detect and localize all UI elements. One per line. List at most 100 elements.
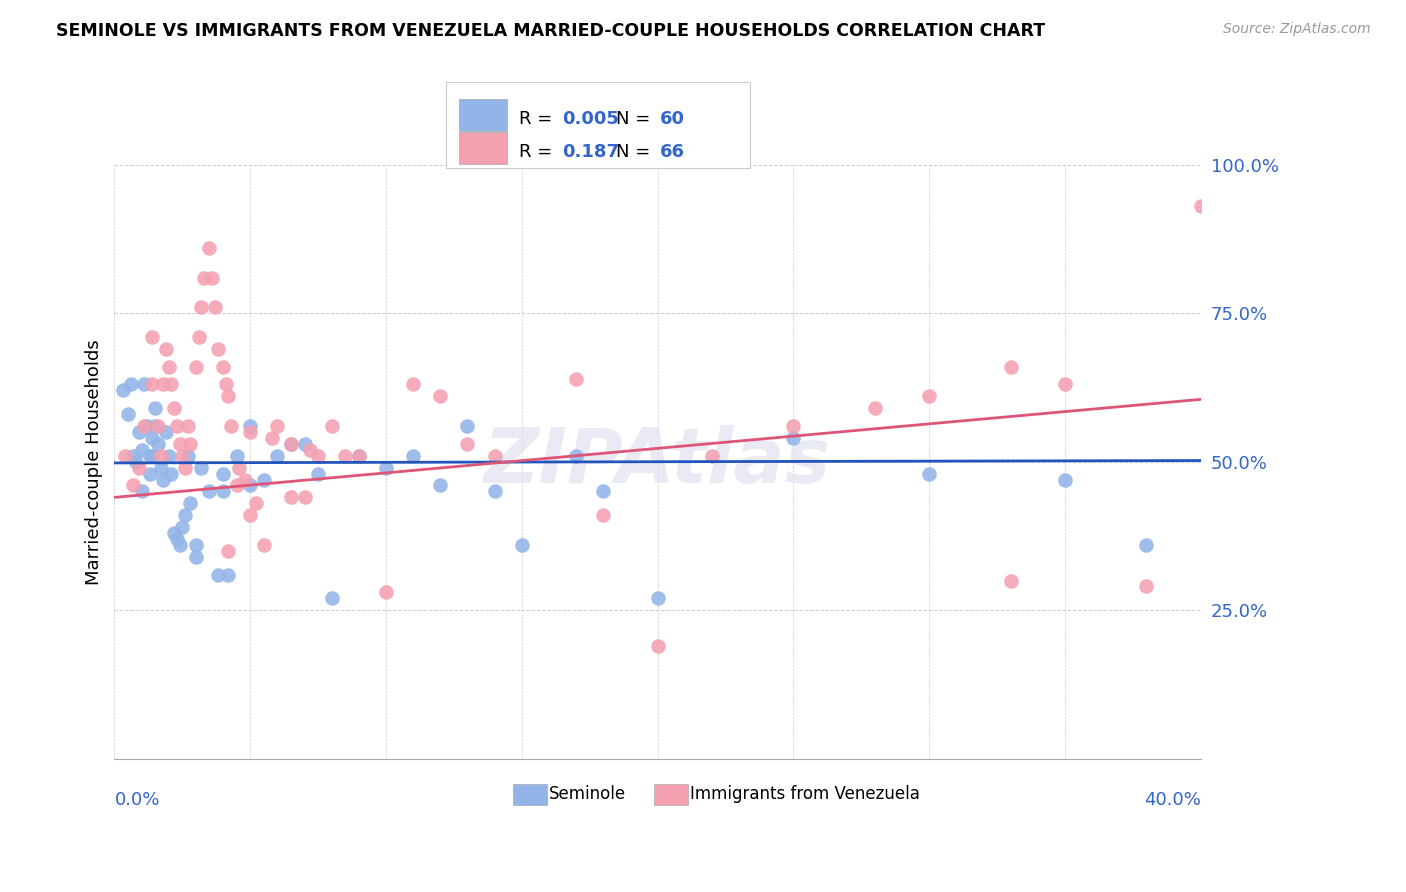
- Point: [207, 342, 229, 356]
- Point: [134, 419, 156, 434]
- Point: [212, 484, 235, 499]
- Point: [128, 425, 150, 439]
- Point: [190, 460, 212, 475]
- Point: [218, 544, 240, 558]
- Point: [565, 449, 588, 463]
- Point: [163, 401, 186, 416]
- Point: [1135, 580, 1157, 594]
- Point: [160, 467, 183, 481]
- Point: [1000, 359, 1022, 374]
- Point: [155, 425, 177, 439]
- Point: [321, 591, 343, 606]
- Point: [1135, 538, 1157, 552]
- Point: [1189, 199, 1212, 213]
- Point: [335, 449, 357, 463]
- Point: [782, 431, 804, 445]
- FancyBboxPatch shape: [446, 81, 749, 168]
- Point: [294, 491, 316, 505]
- Point: [152, 473, 174, 487]
- Point: [218, 567, 240, 582]
- Point: [239, 425, 262, 439]
- Point: [647, 591, 669, 606]
- Point: [114, 449, 136, 463]
- Point: [294, 437, 316, 451]
- Point: [1000, 574, 1022, 588]
- Point: [402, 449, 425, 463]
- Point: [141, 449, 163, 463]
- Point: [280, 437, 302, 451]
- Point: [215, 377, 238, 392]
- Point: [918, 467, 941, 481]
- Point: [239, 508, 262, 523]
- Point: [321, 419, 343, 434]
- Point: [260, 431, 283, 445]
- Point: [402, 377, 425, 392]
- Point: [198, 241, 221, 255]
- Point: [169, 437, 191, 451]
- Point: [143, 401, 166, 416]
- Point: [280, 491, 302, 505]
- Text: 0.0%: 0.0%: [114, 791, 160, 809]
- Point: [429, 478, 451, 492]
- Point: [131, 484, 153, 499]
- Point: [146, 437, 169, 451]
- FancyBboxPatch shape: [654, 784, 688, 805]
- Point: [149, 449, 172, 463]
- Point: [172, 520, 194, 534]
- Point: [233, 473, 256, 487]
- Point: [122, 449, 145, 463]
- Point: [212, 467, 235, 481]
- Point: [166, 532, 188, 546]
- Point: [174, 508, 197, 523]
- Point: [141, 377, 163, 392]
- Point: [647, 639, 669, 653]
- Point: [143, 419, 166, 434]
- Point: [117, 407, 139, 421]
- Point: [201, 270, 224, 285]
- FancyBboxPatch shape: [513, 784, 547, 805]
- Point: [131, 442, 153, 457]
- Point: [193, 270, 215, 285]
- Point: [204, 300, 226, 314]
- Text: 40.0%: 40.0%: [1144, 791, 1201, 809]
- Point: [375, 460, 398, 475]
- Point: [239, 478, 262, 492]
- Point: [184, 538, 207, 552]
- Point: [298, 442, 321, 457]
- Point: [152, 377, 174, 392]
- Point: [565, 371, 588, 385]
- Point: [125, 455, 148, 469]
- Text: Source: ZipAtlas.com: Source: ZipAtlas.com: [1223, 22, 1371, 37]
- Text: 60: 60: [659, 110, 685, 128]
- Point: [347, 449, 370, 463]
- Point: [307, 467, 329, 481]
- Point: [134, 377, 156, 392]
- Point: [163, 526, 186, 541]
- Point: [160, 377, 183, 392]
- Point: [1053, 377, 1076, 392]
- Point: [280, 437, 302, 451]
- Point: [225, 449, 247, 463]
- Point: [863, 401, 886, 416]
- Point: [253, 473, 276, 487]
- Point: [456, 419, 478, 434]
- Y-axis label: Married-couple Households: Married-couple Households: [86, 339, 103, 584]
- Point: [155, 342, 177, 356]
- Point: [187, 330, 209, 344]
- Point: [190, 300, 212, 314]
- Point: [146, 419, 169, 434]
- Point: [138, 467, 160, 481]
- Point: [228, 460, 250, 475]
- Point: [484, 484, 506, 499]
- Point: [128, 460, 150, 475]
- Point: [120, 377, 142, 392]
- Point: [429, 389, 451, 403]
- Point: [592, 484, 614, 499]
- Point: [700, 449, 723, 463]
- Point: [149, 460, 172, 475]
- Point: [179, 496, 201, 510]
- Point: [177, 449, 200, 463]
- Text: Immigrants from Venezuela: Immigrants from Venezuela: [690, 786, 920, 804]
- Text: Seminole: Seminole: [548, 786, 626, 804]
- Point: [484, 449, 506, 463]
